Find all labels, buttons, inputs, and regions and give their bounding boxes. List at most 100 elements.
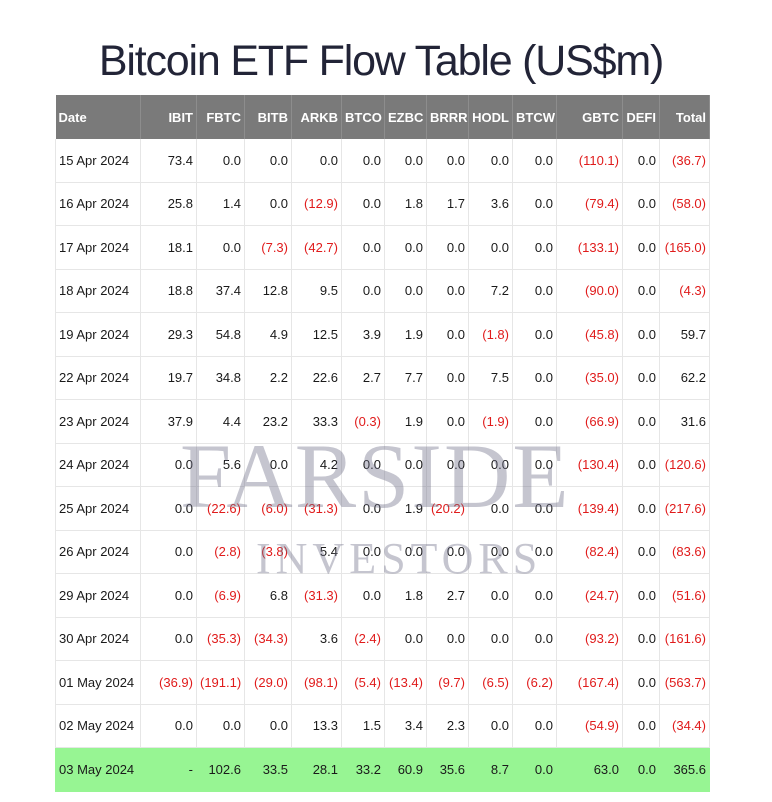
cell-btco: 0.0 [341, 225, 385, 270]
cell-bitb: 12.8 [244, 269, 292, 313]
cell-bitb: (3.8) [244, 530, 292, 574]
table-row: 16 Apr 2024 25.8 1.4 0.0 (12.9) 0.0 1.8 1.7 3.6 0… [55, 182, 710, 226]
cell-fbtc: 5.6 [196, 443, 245, 487]
cell-fbtc: 37.4 [196, 269, 245, 313]
cell-btco: 2.7 [341, 356, 385, 400]
cell-btcw: (6.2) [512, 660, 557, 705]
table-row: 23 Apr 2024 37.9 4.4 23.2 33.3 (0.3) 1.9 0.0 (1.… [55, 399, 710, 444]
cell-fbtc: 0.0 [196, 225, 245, 270]
cell-ibit: 18.8 [140, 269, 197, 313]
cell-hodl: 3.6 [468, 182, 513, 226]
cell-gbtc: (130.4) [556, 443, 623, 487]
cell-brrr: 0.0 [426, 269, 469, 313]
cell-btco: 0.0 [341, 182, 385, 226]
cell-gbtc: (167.4) [556, 660, 623, 705]
cell-arkb: (98.1) [291, 660, 342, 705]
table-row: 29 Apr 2024 0.0 (6.9) 6.8 (31.3) 0.0 1.8 2.7 0.0… [55, 573, 710, 618]
cell-fbtc: (22.6) [196, 486, 245, 531]
cell-defi: 0.0 [622, 269, 660, 313]
cell-hodl: 8.7 [468, 747, 513, 792]
cell-gbtc: (110.1) [556, 139, 623, 183]
table-row: 19 Apr 2024 29.3 54.8 4.9 12.5 3.9 1.9 0.0 (1.8)… [55, 312, 710, 357]
cell-ezbc: (13.4) [384, 660, 427, 705]
cell-defi: 0.0 [622, 139, 660, 183]
date-cell: 03 May 2024 [55, 747, 141, 792]
cell-btco: 33.2 [341, 747, 385, 792]
column-header-defi: DEFI [622, 95, 660, 139]
date-cell: 01 May 2024 [55, 660, 141, 705]
cell-gbtc: (24.7) [556, 573, 623, 618]
cell-ibit: 25.8 [140, 182, 197, 226]
cell-bitb: 2.2 [244, 356, 292, 400]
cell-fbtc: 0.0 [196, 704, 245, 748]
date-cell: 29 Apr 2024 [55, 573, 141, 618]
cell-brrr: 0.0 [426, 356, 469, 400]
cell-hodl: 0.0 [468, 139, 513, 183]
cell-btcw: 0.0 [512, 139, 557, 183]
cell-ibit: 19.7 [140, 356, 197, 400]
cell-brrr: (20.2) [426, 486, 469, 531]
cell-btcw: 0.0 [512, 356, 557, 400]
cell-gbtc: (90.0) [556, 269, 623, 313]
table-row-partial [55, 791, 710, 802]
cell-ezbc: 0.0 [384, 443, 427, 487]
cell-ezbc: 0.0 [384, 225, 427, 270]
cell-brrr: 0.0 [426, 225, 469, 270]
cell-arkb: 9.5 [291, 269, 342, 313]
column-header-total: Total [659, 95, 710, 139]
table-row: 22 Apr 2024 19.7 34.8 2.2 22.6 2.7 7.7 0.0 7.5 0.… [55, 356, 710, 400]
cell-total: (58.0) [659, 182, 710, 226]
table-row: 30 Apr 2024 0.0 (35.3) (34.3) 3.6 (2.4) 0.0 0.0… [55, 617, 710, 661]
cell-defi: 0.0 [622, 617, 660, 661]
cell-gbtc: (79.4) [556, 182, 623, 226]
cell-bitb: 0.0 [244, 443, 292, 487]
cell-defi: 0.0 [622, 486, 660, 531]
cell-btco: 0.0 [341, 486, 385, 531]
cell-brrr: 2.7 [426, 573, 469, 618]
cell-btco: 0.0 [341, 269, 385, 313]
cell-gbtc: 63.0 [556, 747, 623, 792]
column-header-brrr: BRRR [426, 95, 469, 139]
table-row: 18 Apr 2024 18.8 37.4 12.8 9.5 0.0 0.0 0.0 7.2 0.… [55, 269, 710, 313]
cell-bitb: (6.0) [244, 486, 292, 531]
cell-ibit: 73.4 [140, 139, 197, 183]
date-cell: 24 Apr 2024 [55, 443, 141, 487]
date-cell: 25 Apr 2024 [55, 486, 141, 531]
column-header-hodl: HODL [468, 95, 513, 139]
cell-btco: 0.0 [341, 139, 385, 183]
cell-bitb: (7.3) [244, 225, 292, 270]
cell-defi: 0.0 [622, 660, 660, 705]
cell-hodl: (1.9) [468, 399, 513, 444]
table-row: 02 May 2024 0.0 0.0 0.0 13.3 1.5 3.4 2.3 0.0 0.0(… [55, 704, 710, 748]
cell-ezbc: 0.0 [384, 269, 427, 313]
table-row: 26 Apr 2024 0.0 (2.8) (3.8) 5.4 0.0 0.0 0.0 0.0 0… [55, 530, 710, 574]
cell-btcw: 0.0 [512, 269, 557, 313]
cell-ibit: 29.3 [140, 312, 197, 357]
cell-gbtc: (35.0) [556, 356, 623, 400]
cell-btcw: 0.0 [512, 617, 557, 661]
column-header-bitb: BITB [244, 95, 292, 139]
cell-btcw: 0.0 [512, 704, 557, 748]
cell-brrr: 0.0 [426, 312, 469, 357]
column-header-date: Date [55, 95, 141, 139]
cell-gbtc: (54.9) [556, 704, 623, 748]
table-row: 24 Apr 2024 0.0 5.6 0.0 4.2 0.0 0.0 0.0 0.0 0.0 (1… [55, 443, 710, 487]
page-title: Bitcoin ETF Flow Table (US$m) [98, 36, 664, 85]
cell-brrr: 0.0 [426, 139, 469, 183]
cell-arkb: 22.6 [291, 356, 342, 400]
cell-btco: (5.4) [341, 660, 385, 705]
cell-fbtc: (6.9) [196, 573, 245, 618]
column-header-gbtc: GBTC [556, 95, 623, 139]
cell-arkb: (42.7) [291, 225, 342, 270]
table-body: 15 Apr 2024 73.4 0.0 0.0 0.0 0.0 0.0 0.0 0.0 0.0(… [55, 139, 710, 802]
cell-hodl: 0.0 [468, 225, 513, 270]
cell-bitb: 23.2 [244, 399, 292, 444]
date-cell: 15 Apr 2024 [55, 139, 141, 183]
cell-gbtc: (66.9) [556, 399, 623, 444]
cell-btcw: 0.0 [512, 312, 557, 357]
cell-fbtc: 54.8 [196, 312, 245, 357]
cell-bitb: 4.9 [244, 312, 292, 357]
cell-ezbc: 0.0 [384, 530, 427, 574]
cell-bitb: 0.0 [244, 139, 292, 183]
cell-btco: 1.5 [341, 704, 385, 748]
